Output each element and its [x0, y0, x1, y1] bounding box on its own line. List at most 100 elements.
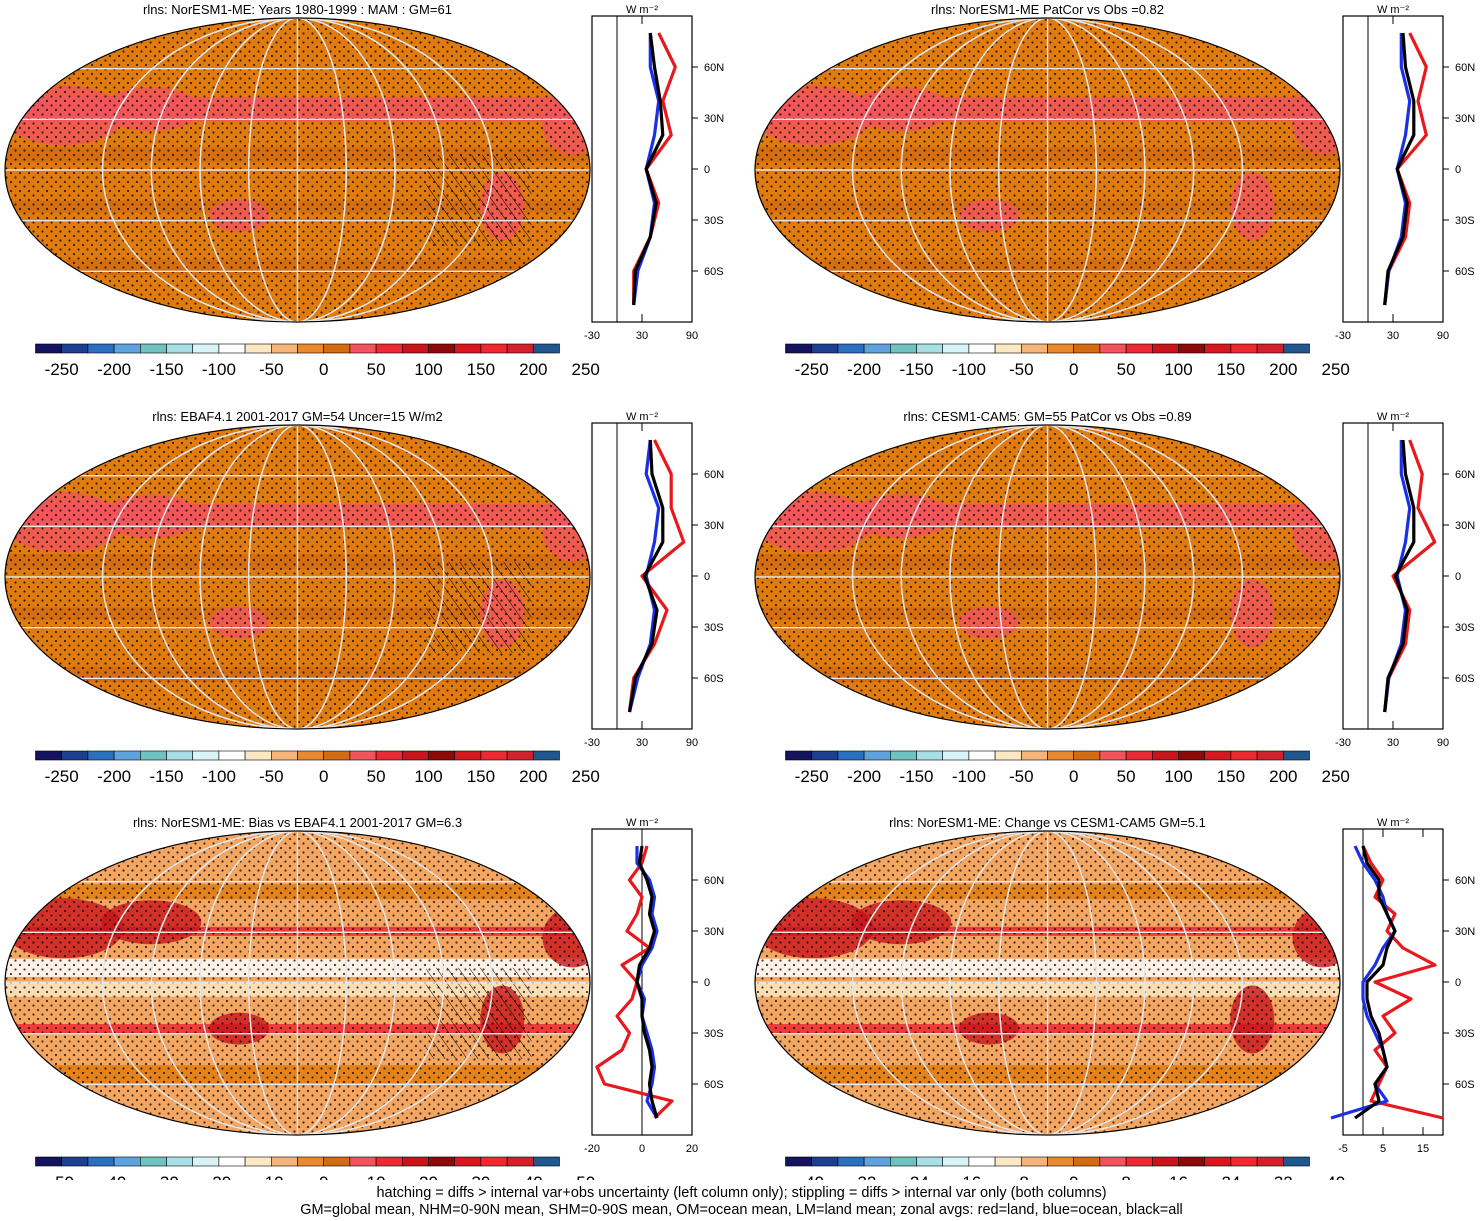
x-tick-label: 30 [636, 737, 648, 749]
colorbar-tick-label: 100 [414, 360, 442, 379]
colorbar-tick-label: 100 [1164, 767, 1192, 786]
colorbar-swatch [863, 343, 891, 354]
colorbar-tick-label: -50 [259, 360, 284, 379]
colorbar-swatch [1204, 343, 1232, 354]
meridian-line [851, 831, 1244, 1135]
colorbar-tick-label: 50 [367, 360, 386, 379]
colorbar-swatch [994, 750, 1022, 761]
colorbar-swatch [349, 343, 377, 354]
x-tick-label: 30 [1387, 330, 1399, 342]
zonal-series-all [635, 845, 659, 1119]
colorbar-tick-label: 10 [367, 1173, 386, 1180]
lat-label: 60S [1455, 266, 1475, 278]
meridian-line [998, 831, 1097, 1135]
colorbar-tick-label: -50 [1009, 360, 1034, 379]
colorbar-swatch [1152, 343, 1179, 354]
colorbar-swatch [506, 1156, 534, 1167]
colorbar-swatch [192, 1156, 220, 1167]
colorbar-swatch [297, 1156, 325, 1167]
colorbar-tick-label: 0 [319, 1173, 328, 1180]
panel-row1-right: rlns: NorESM1-ME PatCor vs Obs =0.82 -250… [754, 2, 1475, 379]
colorbar-tick-label: 40 [1326, 1173, 1345, 1180]
colorbar-swatch [1152, 1156, 1179, 1167]
colorbar-tick-label: 150 [467, 360, 495, 379]
lat-label: 60S [1455, 673, 1475, 685]
lat-label: 0 [1455, 977, 1461, 989]
colorbar-swatch [401, 343, 429, 354]
zonal-frame [1342, 15, 1444, 323]
zonal-series-all [1354, 845, 1397, 1120]
lat-label: 30S [704, 215, 724, 227]
colorbar-tick-label: 24 [1221, 1173, 1240, 1180]
x-tick-label: 90 [686, 330, 698, 342]
colorbar-swatch [401, 750, 429, 761]
zonal-profile: 60N 30N 0 30S 60S -20 0 20 W m⁻² [584, 817, 724, 1155]
map-outline [4, 424, 591, 730]
colorbar-swatch [61, 750, 89, 761]
colorbar-swatch [87, 343, 115, 354]
colorbar-swatch [1256, 750, 1284, 761]
lat-label: 30N [704, 520, 724, 532]
colorbar-swatch [1256, 1156, 1284, 1167]
colorbar-swatch [244, 343, 272, 354]
zonal-units: W m⁻² [626, 817, 658, 829]
colorbar-tick-label: 20 [419, 1173, 438, 1180]
zonal-units: W m⁻² [626, 4, 658, 16]
colorbar-swatch [1178, 1156, 1206, 1167]
colorbar-swatch [532, 1156, 560, 1167]
zonal-series-all [627, 439, 665, 713]
colorbar-swatch [323, 1156, 351, 1167]
colorbar-tick-label: -100 [202, 360, 236, 379]
colorbar-swatch [192, 750, 220, 761]
zonal-profile: 60N 30N 0 30S 60S -5 5 15 W m⁻² [1330, 817, 1475, 1155]
colorbar-swatch [889, 1156, 917, 1167]
colorbar-swatch [942, 343, 970, 354]
colorbar-swatch [35, 750, 63, 761]
colorbar-swatch [375, 1156, 403, 1167]
colorbar-swatch [166, 1156, 194, 1167]
colorbar-swatch [87, 1156, 115, 1167]
colorbar-tick-label: -10 [259, 1173, 284, 1180]
lat-label: 60N [704, 62, 724, 74]
colorbar-swatch [244, 1156, 272, 1167]
meridian-line [101, 425, 494, 729]
x-tick-label: -30 [1335, 737, 1351, 749]
colorbar-swatch [1283, 1156, 1310, 1167]
meridian-line [949, 831, 1146, 1135]
colorbar-swatch [811, 1156, 839, 1167]
hatching [426, 561, 532, 653]
colorbar-swatch [113, 750, 141, 761]
colorbar-swatch [166, 750, 194, 761]
colorbar-tick-label: -100 [952, 767, 986, 786]
hatching [426, 154, 532, 246]
meridian-line [101, 18, 494, 322]
colorbar-swatch [1073, 1156, 1101, 1167]
colorbar-tick-label: -24 [904, 1173, 929, 1180]
colorbar-swatch [532, 750, 560, 761]
figure-canvas: rlns: NorESM1-ME: Years 1980-1999 : MAM … [4, 2, 1475, 1180]
colorbar-tick-label: 200 [1269, 360, 1297, 379]
x-tick-label: -30 [584, 330, 600, 342]
colorbar-swatch [916, 343, 944, 354]
panel-row2-left: rlns: EBAF4.1 2001-2017 GM=54 Uncer=15 W… [4, 409, 724, 786]
lat-label: 0 [704, 164, 710, 176]
zonal-units: W m⁻² [626, 411, 658, 423]
zonal-frame [591, 15, 693, 323]
colorbar-swatch [323, 750, 351, 761]
colorbar-swatch [506, 750, 534, 761]
lat-label: 60S [704, 673, 724, 685]
colorbar-swatch [785, 750, 813, 761]
colorbar-swatch [1204, 1156, 1232, 1167]
x-tick-label: 90 [1437, 737, 1449, 749]
colorbar-swatch [140, 343, 167, 354]
meridian-line [998, 18, 1097, 322]
colorbar-swatch [61, 343, 89, 354]
colorbar-swatch [1099, 750, 1127, 761]
panel-row3-left: rlns: NorESM1-ME: Bias vs EBAF4.1 2001-2… [4, 815, 724, 1180]
zonal-units: W m⁻² [1377, 4, 1409, 16]
x-tick-label: 90 [1437, 330, 1449, 342]
meridian-line [199, 831, 396, 1135]
colorbar-tick-label: -200 [97, 767, 131, 786]
colorbar-tick-label: 32 [1274, 1173, 1293, 1180]
colorbar-swatch [297, 343, 325, 354]
